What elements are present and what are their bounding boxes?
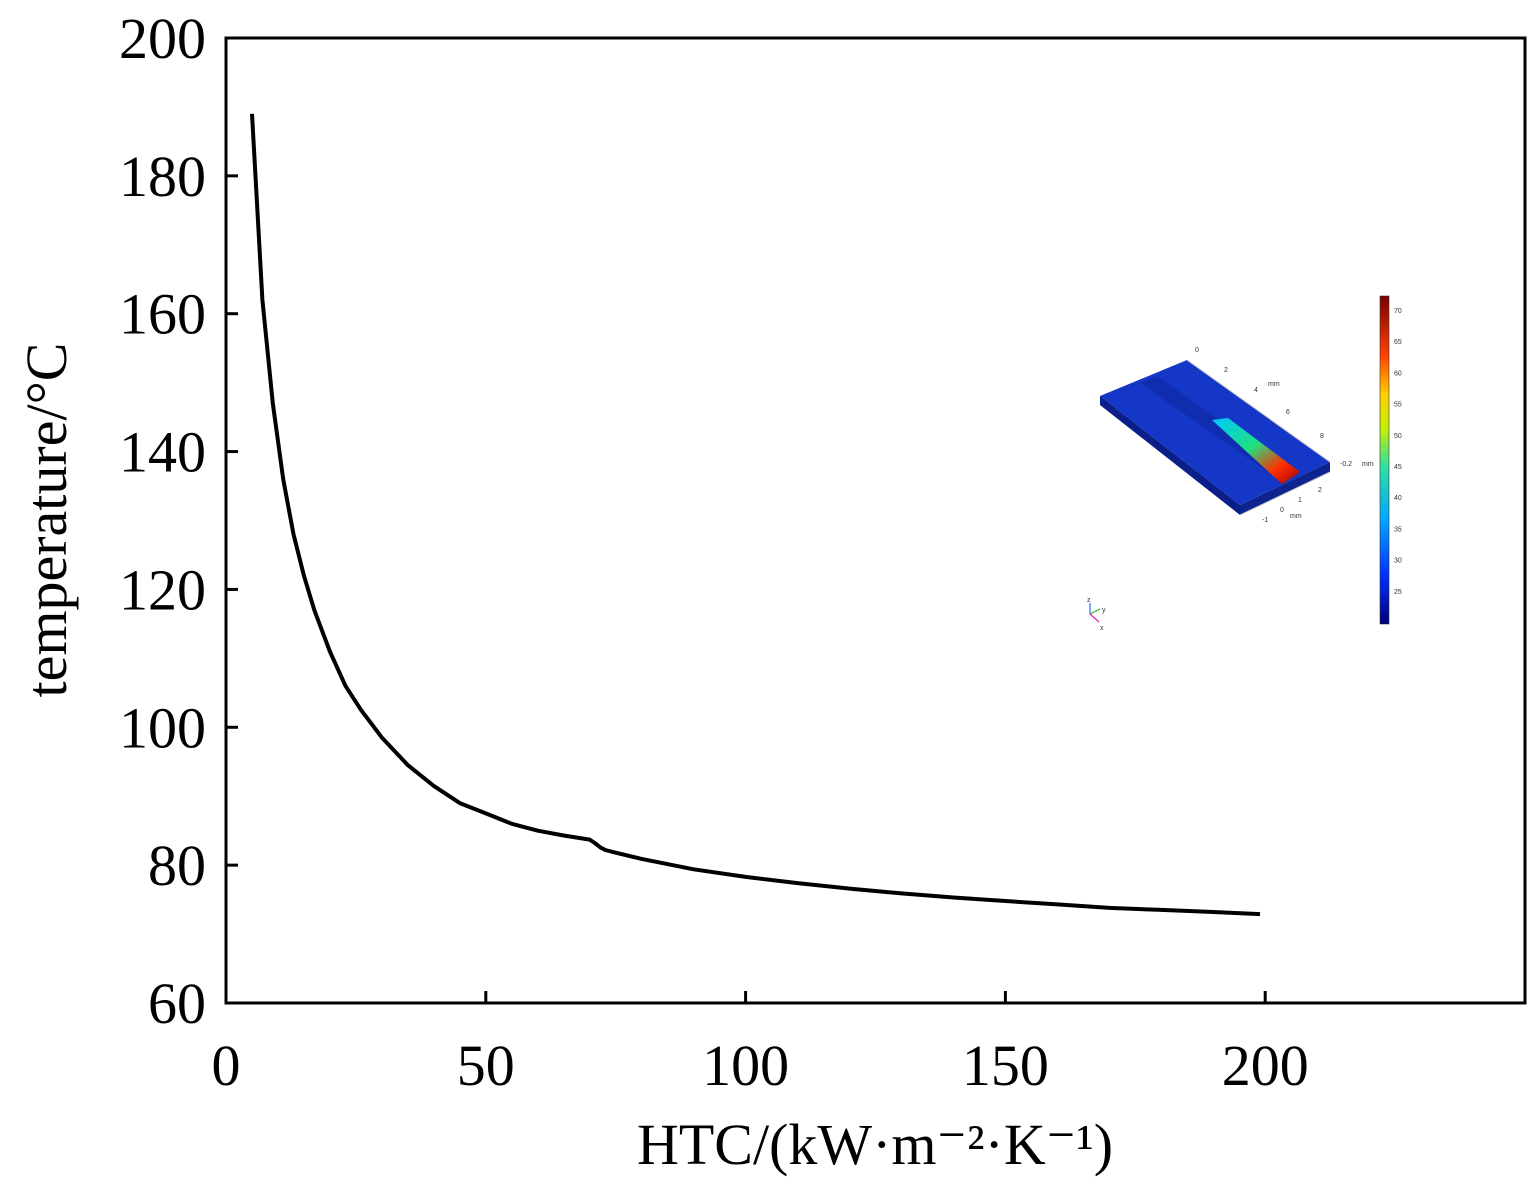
inset-axis-label: -0.2 bbox=[1340, 461, 1352, 468]
inset-axis-label: 2 bbox=[1318, 487, 1322, 494]
inset-colorbar bbox=[1379, 295, 1390, 625]
colorbar-tick-label: 70 bbox=[1394, 308, 1402, 315]
colorbar-tick-label: 35 bbox=[1394, 526, 1402, 533]
inset-axis-label: 8 bbox=[1320, 433, 1324, 440]
inset-simulation-image: 0 2 4 mm 6 8 -0.2 mm 2 1 0 -1 mm 70 65 60 5… bbox=[1087, 295, 1402, 632]
x-axis-title: HTC/(kW·m⁻²·K⁻¹) bbox=[637, 1112, 1113, 1177]
colorbar-tick-label: 25 bbox=[1394, 589, 1402, 596]
inset-axis-label: -1 bbox=[1262, 517, 1268, 524]
inset-axis-label: 6 bbox=[1286, 409, 1290, 416]
inset-axis-label: mm bbox=[1290, 513, 1302, 520]
triad-label: x bbox=[1100, 625, 1104, 632]
inset-axis-label: 2 bbox=[1224, 367, 1228, 374]
inset-axis-triad: z y x bbox=[1087, 597, 1106, 632]
y-axis-title: temperature/°C bbox=[14, 343, 79, 698]
y-tick-label: 100 bbox=[119, 695, 206, 760]
y-tick-label: 180 bbox=[119, 144, 206, 209]
inset-colorbar-ticks: 70 65 60 55 50 45 40 35 30 25 bbox=[1394, 308, 1402, 596]
inset-axis-label: mm bbox=[1362, 461, 1374, 468]
x-tick-label: 200 bbox=[1222, 1033, 1309, 1098]
y-tick-label: 80 bbox=[148, 833, 206, 898]
x-tick-label: 0 bbox=[212, 1033, 241, 1098]
inset-axis-label: 0 bbox=[1280, 507, 1284, 514]
y-tick-label: 60 bbox=[148, 971, 206, 1036]
inset-axis-label: mm bbox=[1268, 381, 1280, 388]
triad-label: y bbox=[1102, 607, 1106, 614]
triad-label: z bbox=[1087, 597, 1091, 604]
y-tick-label: 140 bbox=[119, 420, 206, 485]
x-tick-label: 150 bbox=[962, 1033, 1049, 1098]
x-tick-label: 100 bbox=[702, 1033, 789, 1098]
colorbar-tick-label: 45 bbox=[1394, 464, 1402, 471]
x-tick-label: 50 bbox=[457, 1033, 515, 1098]
y-tick-label: 200 bbox=[119, 6, 206, 71]
inset-axis-label: 4 bbox=[1254, 387, 1258, 394]
colorbar-tick-label: 60 bbox=[1394, 370, 1402, 377]
colorbar-tick-label: 40 bbox=[1394, 495, 1402, 502]
inset-axis-label: 0 bbox=[1195, 347, 1199, 354]
inset-axis-label: 1 bbox=[1298, 497, 1302, 504]
y-tick-label: 120 bbox=[119, 557, 206, 622]
plot-frame bbox=[224, 36, 1527, 1005]
colorbar-tick-label: 55 bbox=[1394, 402, 1402, 409]
colorbar-tick-label: 65 bbox=[1394, 339, 1402, 346]
y-tick-label: 160 bbox=[119, 282, 206, 347]
series-line bbox=[250, 113, 1261, 917]
colorbar-tick-label: 30 bbox=[1394, 558, 1402, 565]
colorbar-tick-label: 50 bbox=[1394, 433, 1402, 440]
